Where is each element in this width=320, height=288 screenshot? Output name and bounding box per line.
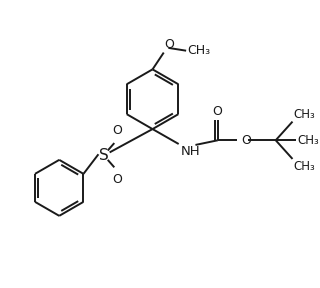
Text: O: O <box>112 124 122 137</box>
Text: O: O <box>165 38 174 51</box>
Text: CH₃: CH₃ <box>293 160 315 173</box>
Text: CH₃: CH₃ <box>187 44 210 57</box>
Text: CH₃: CH₃ <box>297 134 319 147</box>
Text: O: O <box>112 173 122 186</box>
Text: NH: NH <box>180 145 200 158</box>
Text: O: O <box>212 105 222 118</box>
Text: CH₃: CH₃ <box>293 108 315 121</box>
Text: O: O <box>241 134 251 147</box>
Text: S: S <box>99 148 109 163</box>
